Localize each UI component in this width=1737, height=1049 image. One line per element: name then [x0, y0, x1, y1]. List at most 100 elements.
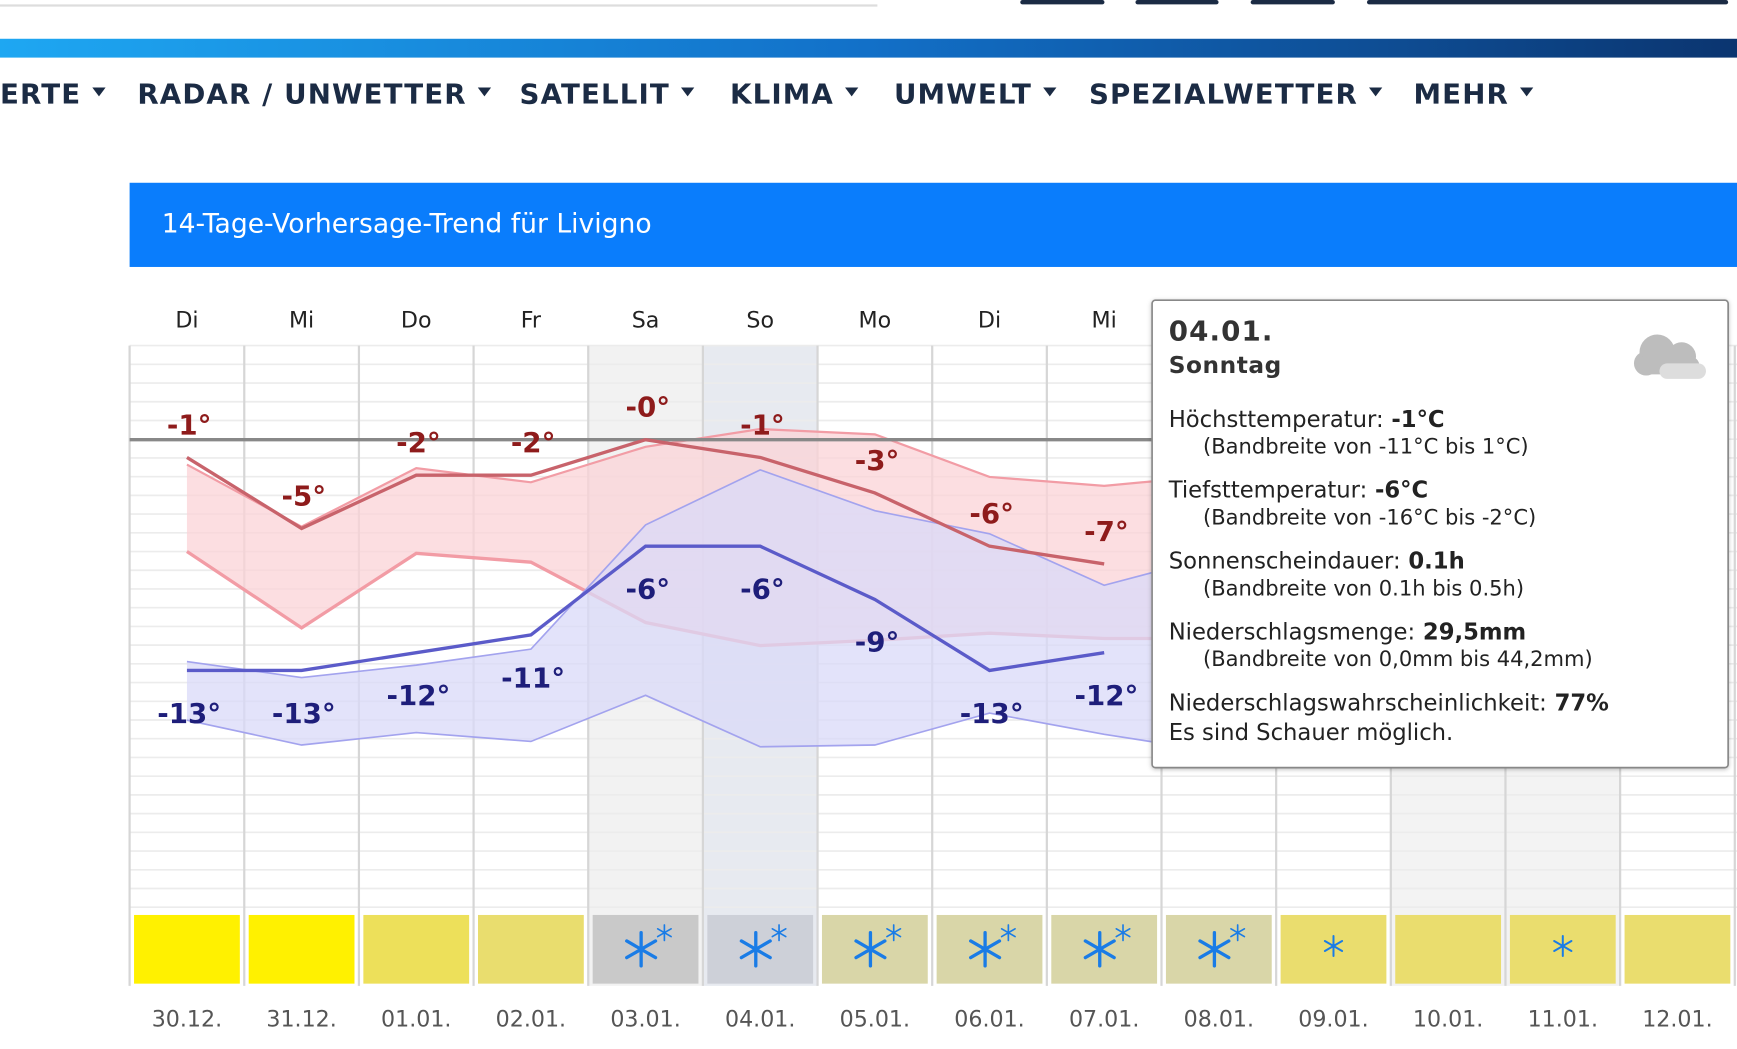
nav-caret: [92, 87, 106, 97]
top-button[interactable]: [1250, 0, 1335, 5]
date-label: 30.12.: [152, 1007, 222, 1033]
max-temp-label: -5°: [282, 479, 327, 512]
weather-tile: [1395, 914, 1502, 984]
weekday-label: Mo: [859, 308, 892, 334]
min-temp-label: -13°: [960, 697, 1024, 730]
nav-item[interactable]: UMWELT: [894, 77, 1032, 110]
nav-bar: ERTE RADAR / UNWETTER SATELLIT KLIMA UMWELT S…: [0, 77, 1534, 110]
tooltip-label: Niederschlagswahrscheinlichkeit:: [1169, 690, 1547, 716]
weather-tile: [248, 914, 355, 984]
band-area: [186, 469, 1219, 753]
tooltip-row: Niederschlagsmenge: 29,5mm: [1169, 619, 1527, 645]
tooltip-value: 29,5mm: [1423, 619, 1526, 645]
date-label: 02.01.: [496, 1007, 566, 1033]
max-temp-label: -3°: [855, 444, 900, 477]
nav-item[interactable]: ERTE: [0, 77, 81, 110]
weekday-label: Sa: [632, 308, 660, 334]
snowflake-icon: [886, 924, 902, 942]
cloud-icon: [1633, 334, 1706, 379]
snowflake-icon: [1323, 935, 1344, 957]
date-label: 08.01.: [1184, 1007, 1254, 1033]
snowflake-arm: [1083, 939, 1116, 960]
tooltip-range: (Bandbreite von 0,0mm bis 44,2mm): [1203, 646, 1593, 671]
min-temp-label: -11°: [501, 661, 565, 694]
date-label: 04.01.: [725, 1007, 795, 1033]
nav-item[interactable]: MEHR: [1414, 77, 1509, 110]
weekday-label: Do: [401, 308, 432, 334]
date-label: 03.01.: [610, 1007, 680, 1033]
max-temp-label: -0°: [625, 391, 670, 424]
max-temp-label: -6°: [969, 497, 1014, 530]
snowflake-icon: [969, 931, 1002, 968]
snowflake-icon: [739, 931, 772, 968]
snowflake-arm: [1323, 940, 1344, 952]
tooltip-note: Es sind Schauer möglich.: [1169, 720, 1454, 746]
date-label: 01.01.: [381, 1007, 451, 1033]
temperature-line: [186, 437, 1105, 566]
weather-tile: [1165, 914, 1272, 984]
snowflake-arm: [656, 927, 672, 938]
weather-tile: [1624, 914, 1731, 984]
snowflake-icon: [656, 924, 672, 942]
nav-caret: [1519, 87, 1534, 97]
tooltip-label: Sonnenscheindauer:: [1169, 548, 1401, 574]
tooltip-value: -1°C: [1391, 406, 1444, 432]
top-button[interactable]: [1135, 0, 1219, 5]
top-button[interactable]: [1367, 0, 1729, 5]
snowflake-icon: [1000, 924, 1016, 942]
weekday-label: Mi: [1092, 308, 1117, 334]
snowflake-icon: [625, 931, 658, 968]
min-temp-label: -13°: [157, 697, 221, 730]
snowflake-arm: [1230, 927, 1246, 938]
nav-caret: [680, 87, 695, 97]
tooltip-box: [1151, 299, 1729, 769]
snowflake-arm: [969, 939, 1002, 960]
tooltip-label: Tiefsttemperatur:: [1168, 477, 1368, 503]
panel-title: 14-Tage-Vorhersage-Trend für Livigno: [162, 208, 652, 239]
tooltip-value: -6°C: [1375, 477, 1428, 503]
snowflake-icon: [1230, 924, 1246, 942]
snowflake-icon: [1553, 935, 1573, 957]
snowflake-arm: [1198, 939, 1231, 960]
nav-item[interactable]: RADAR / UNWETTER: [137, 77, 466, 110]
snowflake-icon: [1115, 924, 1131, 942]
weather-tile: [707, 914, 814, 984]
tooltip-label: Niederschlagsmenge:: [1169, 619, 1415, 645]
min-temp-label: -9°: [855, 626, 900, 659]
snowflake-icon: [1083, 931, 1116, 968]
min-temp-label: -12°: [387, 679, 451, 712]
nav-item[interactable]: KLIMA: [730, 77, 834, 110]
date-label: 09.01.: [1298, 1007, 1368, 1033]
weather-tile: [821, 914, 928, 984]
date-label: 07.01.: [1069, 1007, 1139, 1033]
snowflake-arm: [886, 927, 902, 938]
date-label: 05.01.: [840, 1007, 910, 1033]
snowflake-arm: [771, 927, 787, 938]
tooltip-row: Höchsttemperatur: -1°C: [1169, 406, 1445, 432]
tooltip-label: Höchsttemperatur:: [1169, 406, 1384, 432]
snowflake-icon: [854, 931, 887, 968]
tooltip-range: (Bandbreite von 0.1h bis 0.5h): [1203, 575, 1524, 600]
date-label: 31.12.: [266, 1007, 336, 1033]
date-label: 10.01.: [1413, 1007, 1483, 1033]
nav-item[interactable]: SPEZIALWETTER: [1089, 77, 1358, 110]
tooltip-value: 0.1h: [1408, 548, 1464, 574]
weather-tile: [478, 914, 584, 984]
weather-tile: [363, 914, 470, 984]
max-temp-label: -1°: [167, 408, 212, 441]
tooltip-range: (Bandbreite von -16°C bis -2°C): [1203, 504, 1536, 529]
nav-caret: [477, 87, 492, 97]
max-temp-label: -2°: [511, 426, 556, 459]
nav-item[interactable]: SATELLIT: [520, 77, 670, 110]
tooltip-row: Sonnenscheindauer: 0.1h: [1169, 548, 1465, 574]
top-button[interactable]: [1020, 0, 1105, 5]
max-temp-label: -7°: [1084, 515, 1129, 548]
tooltip-weekday: Sonntag: [1169, 352, 1282, 379]
temperature-line: [186, 544, 1105, 673]
band-edge: [186, 427, 1219, 528]
weather-tile: [1051, 914, 1158, 984]
snowflake-arm: [1115, 927, 1131, 938]
snowflake-arm: [739, 939, 772, 960]
